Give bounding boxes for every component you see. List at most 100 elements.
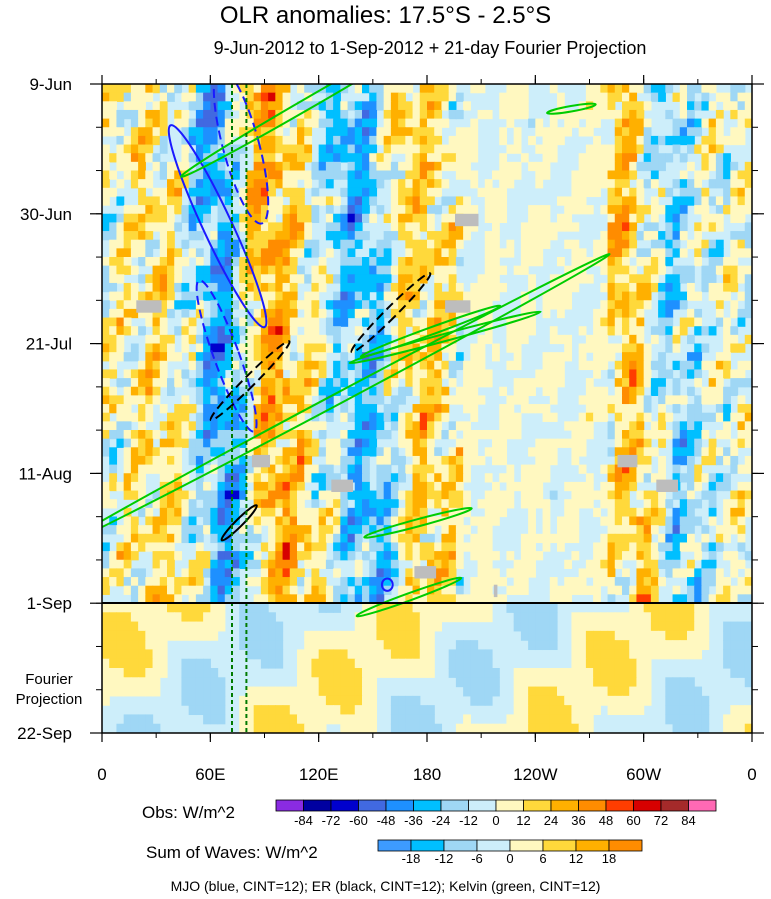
obs-cell bbox=[275, 404, 284, 414]
obs-cell bbox=[268, 317, 276, 327]
projection-cell bbox=[701, 612, 710, 623]
obs-cell bbox=[542, 378, 551, 388]
projection-cell bbox=[405, 640, 414, 651]
projection-cell bbox=[571, 714, 580, 725]
projection-cell bbox=[253, 705, 262, 716]
obs-cell bbox=[650, 585, 659, 595]
obs-cell bbox=[557, 334, 565, 345]
projection-cell bbox=[607, 695, 616, 706]
obs-cell bbox=[123, 352, 132, 362]
projection-cell bbox=[268, 612, 276, 623]
projection-cell bbox=[622, 640, 630, 651]
obs-cell bbox=[347, 438, 356, 448]
projection-cell bbox=[701, 705, 710, 716]
obs-cell bbox=[369, 542, 378, 552]
obs-cell bbox=[383, 542, 392, 552]
obs-cell bbox=[694, 118, 703, 128]
obs-cell bbox=[383, 213, 392, 223]
obs-cell bbox=[318, 464, 327, 474]
obs-cell bbox=[412, 369, 421, 379]
obs-cell bbox=[629, 585, 638, 595]
projection-cell bbox=[484, 668, 493, 678]
colorbar-level: -12 bbox=[459, 813, 478, 828]
obs-cell bbox=[253, 308, 262, 319]
projection-cell bbox=[181, 621, 190, 632]
projection-cell bbox=[607, 705, 616, 716]
obs-cell bbox=[477, 317, 486, 327]
projection-cell bbox=[513, 686, 522, 697]
obs-cell bbox=[123, 257, 132, 267]
projection-cell bbox=[210, 668, 219, 678]
obs-cell bbox=[650, 525, 659, 535]
obs-cell bbox=[549, 153, 558, 163]
obs-cell bbox=[737, 559, 746, 569]
obs-cell bbox=[210, 447, 219, 457]
obs-cell bbox=[672, 421, 681, 431]
obs-cell bbox=[203, 196, 211, 206]
obs-cell bbox=[643, 533, 652, 544]
obs-cell bbox=[210, 118, 219, 128]
obs-cell bbox=[600, 499, 609, 509]
mjo-contour bbox=[212, 84, 270, 225]
obs-cell bbox=[448, 282, 457, 293]
obs-cell bbox=[412, 559, 421, 569]
obs-cell bbox=[542, 455, 551, 466]
projection-cell bbox=[318, 677, 327, 688]
obs-cell bbox=[289, 109, 298, 120]
obs-cell bbox=[600, 179, 609, 189]
obs-cell bbox=[434, 179, 443, 189]
projection-cell bbox=[325, 668, 334, 678]
obs-cell bbox=[210, 326, 219, 336]
obs-cell bbox=[665, 248, 674, 258]
obs-cell bbox=[217, 369, 226, 379]
obs-cell bbox=[427, 421, 435, 431]
obs-cell bbox=[549, 490, 558, 500]
obs-cell bbox=[398, 265, 406, 275]
obs-cell bbox=[542, 438, 551, 448]
obs-cell bbox=[390, 352, 399, 362]
obs-cell bbox=[607, 507, 616, 518]
obs-cell bbox=[744, 499, 752, 509]
obs-cell bbox=[715, 300, 724, 310]
obs-cell bbox=[109, 239, 118, 249]
obs-cell bbox=[405, 222, 414, 232]
obs-cell bbox=[340, 464, 349, 474]
obs-cell bbox=[362, 490, 370, 500]
obs-cell bbox=[130, 516, 139, 526]
obs-cell bbox=[542, 213, 551, 223]
projection-cell bbox=[679, 621, 688, 632]
obs-cell bbox=[325, 481, 334, 492]
obs-cell bbox=[232, 213, 240, 223]
projection-cell bbox=[448, 658, 457, 669]
obs-cell bbox=[405, 568, 414, 578]
obs-cell bbox=[260, 481, 269, 492]
obs-cell bbox=[311, 300, 320, 310]
obs-cell bbox=[687, 109, 695, 120]
obs-cell bbox=[687, 84, 695, 94]
obs-cell bbox=[622, 222, 630, 232]
obs-cell bbox=[434, 360, 443, 371]
obs-cell bbox=[123, 170, 132, 180]
obs-cell bbox=[145, 239, 154, 249]
obs-cell bbox=[694, 360, 703, 371]
obs-cell bbox=[687, 135, 695, 146]
obs-cell bbox=[737, 542, 746, 552]
obs-cell bbox=[412, 170, 421, 180]
projection-cell bbox=[340, 630, 349, 641]
obs-cell bbox=[528, 404, 536, 414]
obs-cell bbox=[715, 481, 724, 492]
obs-cell bbox=[405, 109, 414, 120]
obs-cell bbox=[470, 455, 479, 466]
obs-cell bbox=[325, 559, 334, 569]
obs-cell bbox=[167, 490, 175, 500]
obs-cell bbox=[679, 101, 688, 111]
obs-cell bbox=[427, 334, 435, 345]
obs-cell bbox=[614, 412, 623, 422]
obs-cell bbox=[123, 481, 132, 492]
obs-cell bbox=[737, 92, 746, 102]
obs-cell bbox=[672, 291, 681, 301]
obs-cell bbox=[210, 568, 219, 578]
obs-cell bbox=[564, 594, 573, 604]
obs-cell bbox=[658, 378, 666, 388]
obs-cell bbox=[333, 360, 341, 371]
